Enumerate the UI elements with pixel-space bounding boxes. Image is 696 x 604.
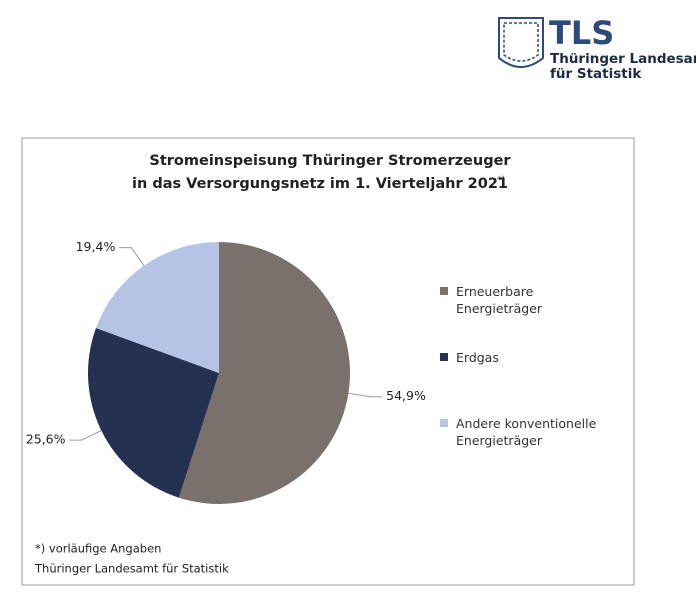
footnote: *) vorläufige Angaben [35, 542, 161, 556]
chart-frame [21, 137, 635, 586]
data-label: 54,9% [386, 388, 426, 403]
logo: TLS Thüringer Landesamt für Statistik [498, 14, 696, 82]
chart-subtitle: in das Versorgungsnetz im 1. Vierteljahr… [132, 176, 508, 192]
legend-item: Erneuerbare Energieträger [440, 283, 640, 317]
legend-swatch [440, 419, 448, 427]
logo-shield-inner [503, 22, 539, 62]
data-label: 19,4% [76, 239, 116, 254]
leader-line [69, 430, 102, 441]
logo-abbr: TLS [549, 14, 614, 52]
chart-title: Stromeinspeisung Thüringer Stromerzeuger [149, 153, 511, 169]
pie-slice [178, 242, 350, 504]
logo-name: Thüringer Landesamt [550, 51, 696, 67]
pie-slice [87, 328, 219, 498]
legend-swatch [440, 287, 448, 295]
legend-label: Andere konventionelle Energieträger [456, 416, 597, 448]
leader-line [119, 247, 145, 266]
source: Thüringer Landesamt für Statistik [34, 562, 229, 576]
data-label: 25,6% [26, 432, 66, 447]
legend-item: Andere konventionelle Energieträger [440, 415, 640, 449]
title-footnote-mark: *) [497, 176, 505, 186]
pie-slice [95, 242, 219, 373]
logo-shield [498, 17, 544, 68]
legend-swatch [440, 353, 448, 361]
legend-item: Erdgas [440, 349, 640, 366]
legend-label: Erdgas [456, 350, 499, 365]
leader-line [348, 392, 383, 398]
logo-name: für Statistik [550, 66, 642, 82]
legend-label: Erneuerbare Energieträger [456, 284, 542, 316]
